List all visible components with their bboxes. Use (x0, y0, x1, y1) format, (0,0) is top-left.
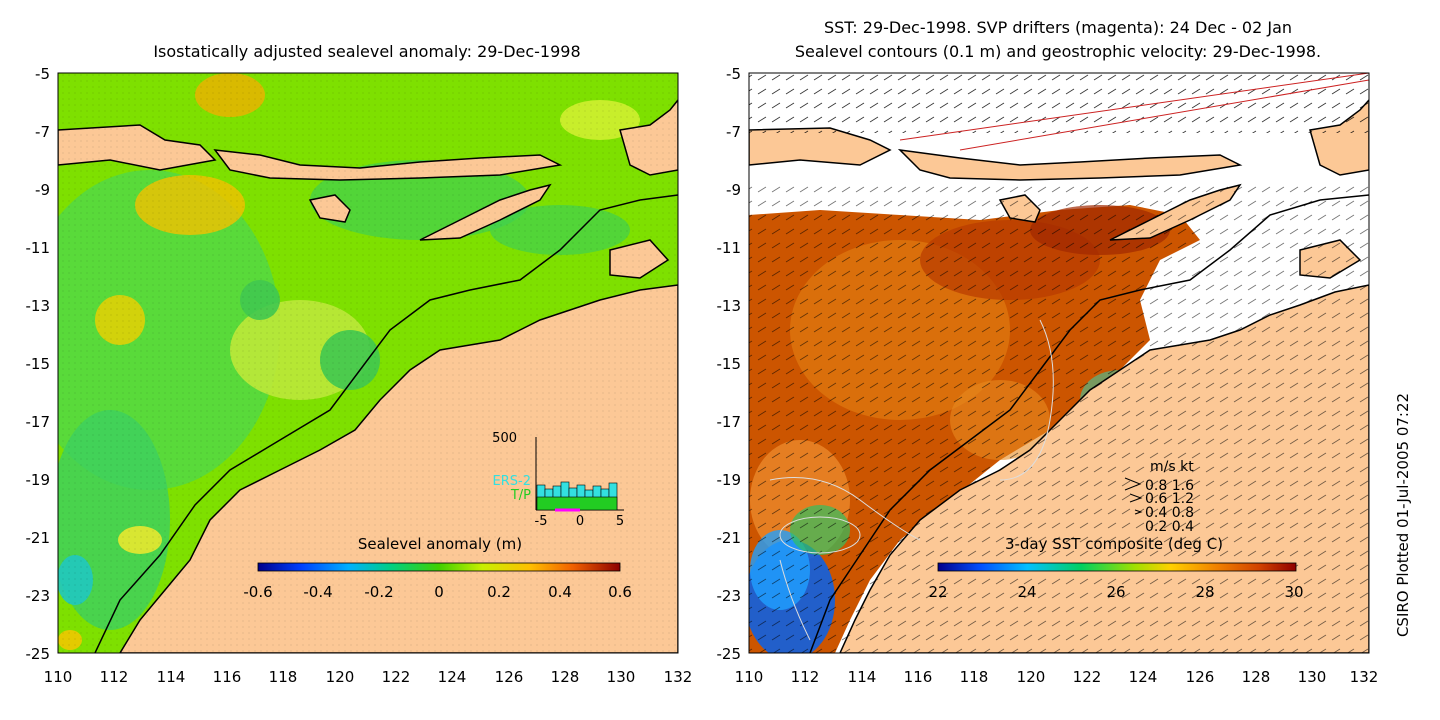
left-x-tick: 114 (157, 668, 186, 686)
right-y-tick: -13 (717, 297, 742, 315)
left-y-tick: -25 (26, 645, 51, 663)
right-title-line2: Sealevel contours (0.1 m) and geostrophi… (795, 42, 1321, 61)
velocity-key-row: 0.8 1.6 (1145, 478, 1194, 494)
right-y-axis: -5 -7 -9 -11 -13 -15 -17 -19 -21 -23 -25 (717, 65, 742, 663)
right-colorbar-tick: 30 (1284, 583, 1303, 601)
left-x-tick: 118 (269, 668, 298, 686)
left-x-tick: 126 (495, 668, 524, 686)
left-colorbar-tick: -0.4 (303, 583, 332, 601)
left-colorbar-tick: 0.4 (548, 583, 572, 601)
data-coverage-inset: 500 ERS-2 T/P -5 0 5 (492, 431, 624, 529)
left-y-tick: -11 (26, 239, 51, 257)
right-x-tick: 114 (848, 668, 877, 686)
left-colorbar-tick: 0.6 (608, 583, 632, 601)
velocity-key-row: 0.4 0.8 (1145, 505, 1194, 521)
left-map (57, 72, 679, 654)
right-x-tick: 116 (904, 668, 933, 686)
right-y-tick: -5 (726, 65, 741, 83)
right-y-tick: -7 (726, 123, 741, 141)
left-colorbar-tick: -0.2 (364, 583, 393, 601)
right-x-tick: 132 (1350, 668, 1379, 686)
right-y-tick: -15 (717, 355, 742, 373)
left-y-tick: -15 (26, 355, 51, 373)
right-colorbar-tick: 24 (1017, 583, 1036, 601)
right-colorbar-label: 3-day SST composite (deg C) (1005, 535, 1223, 553)
right-x-tick: 128 (1242, 668, 1271, 686)
velocity-key-header: m/s kt (1150, 459, 1194, 475)
right-y-tick: -17 (717, 413, 742, 431)
right-x-tick: 118 (960, 668, 989, 686)
inset-x-tick: 5 (616, 514, 624, 529)
right-x-axis: 110 112 114 116 118 120 122 124 126 128 … (735, 668, 1379, 686)
inset-legend-ers2: ERS-2 (493, 474, 531, 489)
right-y-tick: -23 (717, 587, 742, 605)
right-colorbar-tick: 22 (928, 583, 947, 601)
inset-bars (536, 481, 618, 512)
right-y-tick: -9 (726, 181, 741, 199)
left-x-tick: 132 (664, 668, 693, 686)
right-y-tick: -11 (717, 239, 742, 257)
right-x-tick: 130 (1298, 668, 1327, 686)
right-colorbar-tick: 28 (1195, 583, 1214, 601)
inset-x-tick: 0 (576, 514, 584, 529)
left-x-axis: 110 112 114 116 118 120 122 124 126 128 … (44, 668, 693, 686)
left-title: Isostatically adjusted sealevel anomaly:… (153, 42, 580, 61)
left-x-tick: 122 (382, 668, 411, 686)
right-map (748, 72, 1370, 654)
left-y-tick: -13 (26, 297, 51, 315)
left-y-tick: -19 (26, 471, 51, 489)
left-colorbar: Sealevel anomaly (m) -0.6 -0.4 -0.2 0 0.… (243, 535, 632, 601)
left-colorbar-tick: 0 (434, 583, 444, 601)
left-y-tick: -21 (26, 529, 51, 547)
left-colorbar-label: Sealevel anomaly (m) (358, 535, 522, 553)
right-x-tick: 124 (1129, 668, 1158, 686)
velocity-key: m/s kt 0.8 1.6 0.6 1.2 0.4 0.8 0.2 0.4 (1124, 459, 1194, 535)
left-x-tick: 120 (326, 668, 355, 686)
left-y-tick: -7 (35, 123, 50, 141)
left-x-tick: 116 (213, 668, 242, 686)
left-x-tick: 128 (551, 668, 580, 686)
plot-credit: CSIRO Plotted 01-Jul-2005 07:22 (1394, 393, 1412, 637)
right-colorbar: 3-day SST composite (deg C) 22 24 26 28 … (928, 535, 1303, 601)
right-x-tick: 126 (1186, 668, 1215, 686)
right-x-tick: 122 (1073, 668, 1102, 686)
right-colorbar-tick: 26 (1106, 583, 1125, 601)
right-x-tick: 120 (1017, 668, 1046, 686)
left-x-tick: 112 (100, 668, 129, 686)
inset-legend-tp: T/P (510, 488, 531, 503)
left-x-tick: 130 (607, 668, 636, 686)
right-y-tick: -21 (717, 529, 742, 547)
left-colorbar-tick: 0.2 (487, 583, 511, 601)
left-x-tick: 110 (44, 668, 73, 686)
velocity-key-row: 0.2 0.4 (1145, 519, 1194, 535)
left-y-tick: -9 (35, 181, 50, 199)
right-x-tick: 112 (791, 668, 820, 686)
right-y-tick: -25 (717, 645, 742, 663)
inset-y-label: 500 (492, 431, 517, 446)
left-x-tick: 124 (438, 668, 467, 686)
right-x-tick: 110 (735, 668, 764, 686)
left-y-axis: -5 -7 -9 -11 -13 -15 -17 -19 -21 -23 -25 (26, 65, 51, 663)
right-y-tick: -19 (717, 471, 742, 489)
left-y-tick: -5 (35, 65, 50, 83)
velocity-key-row: 0.6 1.2 (1145, 491, 1194, 507)
right-title-line1: SST: 29-Dec-1998. SVP drifters (magenta)… (824, 18, 1292, 37)
inset-x-tick: -5 (535, 514, 548, 529)
left-colorbar-tick: -0.6 (243, 583, 272, 601)
left-y-tick: -23 (26, 587, 51, 605)
left-y-tick: -17 (26, 413, 51, 431)
